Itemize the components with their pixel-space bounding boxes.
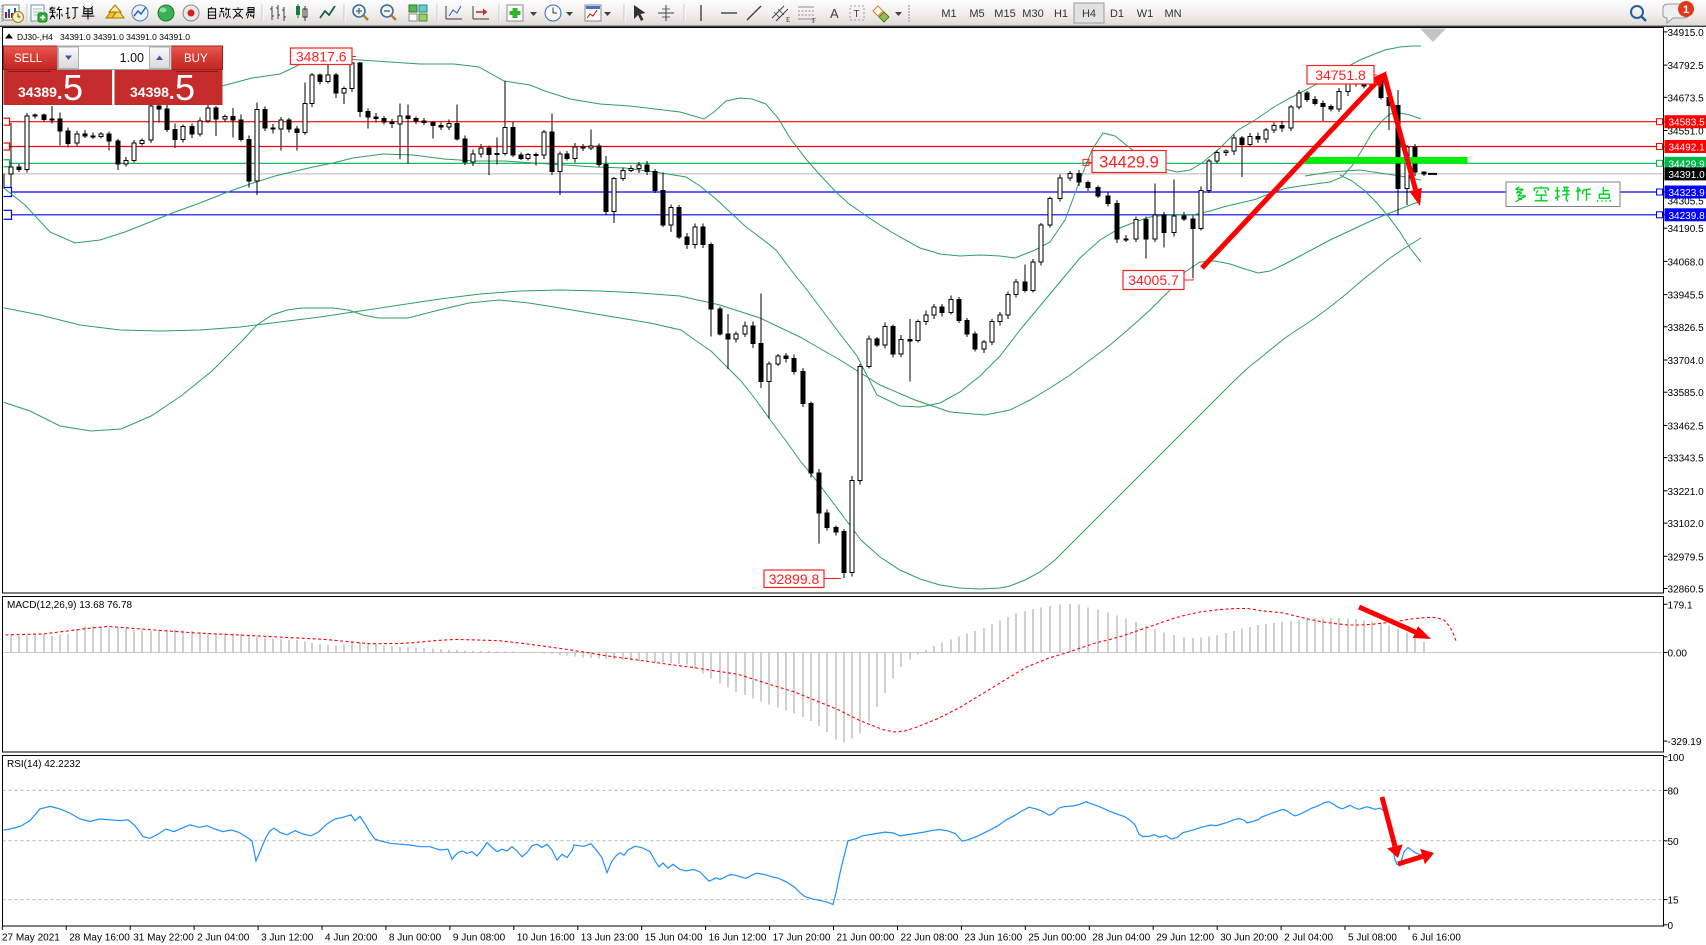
svg-text:80: 80 bbox=[1668, 786, 1680, 797]
svg-text:34583.5: 34583.5 bbox=[1669, 118, 1706, 129]
svg-text:179.1: 179.1 bbox=[1668, 600, 1693, 611]
svg-text:34792.5: 34792.5 bbox=[1668, 61, 1705, 72]
svg-text:13 Jun 23:00: 13 Jun 23:00 bbox=[581, 933, 639, 944]
svg-text:34068.0: 34068.0 bbox=[1668, 257, 1705, 268]
svg-text:33102.0: 33102.0 bbox=[1668, 519, 1705, 530]
svg-text:100: 100 bbox=[1668, 753, 1685, 764]
svg-text:29 Jun 12:00: 29 Jun 12:00 bbox=[1156, 933, 1214, 944]
svg-text:34492.1: 34492.1 bbox=[1669, 143, 1706, 154]
svg-text:22 Jun 08:00: 22 Jun 08:00 bbox=[901, 933, 959, 944]
svg-text:5: 5 bbox=[63, 67, 83, 108]
svg-text:5 Jul 08:00: 5 Jul 08:00 bbox=[1348, 933, 1397, 944]
svg-text:16 Jun 12:00: 16 Jun 12:00 bbox=[709, 933, 767, 944]
svg-text:33585.0: 33585.0 bbox=[1668, 388, 1705, 399]
svg-text:34398: 34398 bbox=[130, 84, 169, 100]
svg-text:1.00: 1.00 bbox=[120, 51, 144, 65]
svg-text:MN: MN bbox=[1164, 8, 1181, 20]
svg-text:25 Jun 00:00: 25 Jun 00:00 bbox=[1028, 933, 1086, 944]
svg-text:M5: M5 bbox=[969, 8, 984, 20]
svg-text:4 Jun 20:00: 4 Jun 20:00 bbox=[325, 933, 378, 944]
svg-text:F: F bbox=[812, 17, 816, 25]
svg-text:34190.5: 34190.5 bbox=[1668, 224, 1705, 235]
svg-text:A: A bbox=[830, 6, 839, 21]
svg-text:RSI(14) 42.2232: RSI(14) 42.2232 bbox=[7, 759, 81, 770]
svg-text:50: 50 bbox=[1668, 837, 1680, 848]
svg-text:34817.6: 34817.6 bbox=[296, 48, 347, 64]
svg-text:34673.5: 34673.5 bbox=[1668, 93, 1705, 104]
svg-text:32899.8: 32899.8 bbox=[769, 571, 820, 587]
svg-text:34305.5: 34305.5 bbox=[1668, 197, 1705, 208]
svg-text:.: . bbox=[169, 82, 175, 104]
svg-text:34391.0 34391.0 34391.0 34391.: 34391.0 34391.0 34391.0 34391.0 bbox=[60, 32, 190, 42]
svg-text:34751.8: 34751.8 bbox=[1315, 67, 1366, 83]
svg-text:H4: H4 bbox=[1082, 8, 1096, 20]
svg-text:28 Jun 04:00: 28 Jun 04:00 bbox=[1092, 933, 1150, 944]
svg-text:31 May 22:00: 31 May 22:00 bbox=[133, 933, 194, 944]
svg-text:1: 1 bbox=[1683, 4, 1689, 16]
svg-text:15: 15 bbox=[1668, 896, 1680, 907]
svg-text:M15: M15 bbox=[994, 8, 1015, 20]
svg-text:W1: W1 bbox=[1137, 8, 1154, 20]
svg-text:34005.7: 34005.7 bbox=[1128, 272, 1179, 288]
svg-text:33826.5: 33826.5 bbox=[1668, 323, 1705, 334]
svg-text:34915.0: 34915.0 bbox=[1668, 28, 1705, 39]
svg-text:2 Jul 04:00: 2 Jul 04:00 bbox=[1284, 933, 1333, 944]
svg-text:28 May 16:00: 28 May 16:00 bbox=[69, 933, 130, 944]
svg-text:17 Jun 20:00: 17 Jun 20:00 bbox=[773, 933, 831, 944]
svg-text:-329.19: -329.19 bbox=[1668, 737, 1702, 748]
svg-text:6 Jul 16:00: 6 Jul 16:00 bbox=[1412, 933, 1461, 944]
svg-text:5: 5 bbox=[175, 67, 195, 108]
svg-text:15 Jun 04:00: 15 Jun 04:00 bbox=[645, 933, 703, 944]
svg-text:30 Jun 20:00: 30 Jun 20:00 bbox=[1220, 933, 1278, 944]
svg-text:BUY: BUY bbox=[184, 53, 208, 65]
svg-text:32979.5: 32979.5 bbox=[1668, 552, 1705, 563]
svg-text:M1: M1 bbox=[941, 8, 956, 20]
svg-text:33945.5: 33945.5 bbox=[1668, 291, 1705, 302]
svg-text:33462.5: 33462.5 bbox=[1668, 421, 1705, 432]
svg-text:DJ30-,H4: DJ30-,H4 bbox=[17, 32, 53, 42]
svg-text:34389: 34389 bbox=[18, 84, 57, 100]
svg-text:M30: M30 bbox=[1022, 8, 1043, 20]
svg-text:0: 0 bbox=[1668, 921, 1674, 932]
svg-text:SELL: SELL bbox=[14, 53, 43, 65]
svg-text:23 Jun 16:00: 23 Jun 16:00 bbox=[964, 933, 1022, 944]
svg-text:9 Jun 08:00: 9 Jun 08:00 bbox=[453, 933, 506, 944]
svg-text:MACD(12,26,9) 13.68 76.78: MACD(12,26,9) 13.68 76.78 bbox=[7, 600, 133, 611]
svg-text:E: E bbox=[786, 16, 790, 24]
svg-text:27 May 2021: 27 May 2021 bbox=[2, 933, 60, 944]
svg-text:21 Jun 00:00: 21 Jun 00:00 bbox=[837, 933, 895, 944]
svg-text:33343.5: 33343.5 bbox=[1668, 454, 1705, 465]
svg-text:34239.8: 34239.8 bbox=[1669, 211, 1706, 222]
svg-text:2 Jun 04:00: 2 Jun 04:00 bbox=[197, 933, 250, 944]
svg-text:H1: H1 bbox=[1054, 8, 1068, 20]
svg-text:0.00: 0.00 bbox=[1668, 649, 1688, 660]
svg-text:33221.0: 33221.0 bbox=[1668, 487, 1705, 498]
svg-text:34323.9: 34323.9 bbox=[1669, 188, 1706, 199]
svg-text:T: T bbox=[854, 9, 860, 20]
svg-text:34429.9: 34429.9 bbox=[1669, 159, 1706, 170]
svg-text:D1: D1 bbox=[1110, 8, 1124, 20]
svg-text:34429.9: 34429.9 bbox=[1099, 153, 1159, 171]
svg-text:3 Jun 12:00: 3 Jun 12:00 bbox=[261, 933, 314, 944]
svg-text:.: . bbox=[57, 82, 63, 104]
svg-text:34391.0: 34391.0 bbox=[1669, 170, 1706, 181]
svg-text:33704.0: 33704.0 bbox=[1668, 356, 1705, 367]
svg-text:10 Jun 16:00: 10 Jun 16:00 bbox=[517, 933, 575, 944]
svg-text:32860.5: 32860.5 bbox=[1668, 585, 1705, 596]
svg-text:34551.0: 34551.0 bbox=[1668, 127, 1705, 138]
svg-text:8 Jun 00:00: 8 Jun 00:00 bbox=[389, 933, 442, 944]
